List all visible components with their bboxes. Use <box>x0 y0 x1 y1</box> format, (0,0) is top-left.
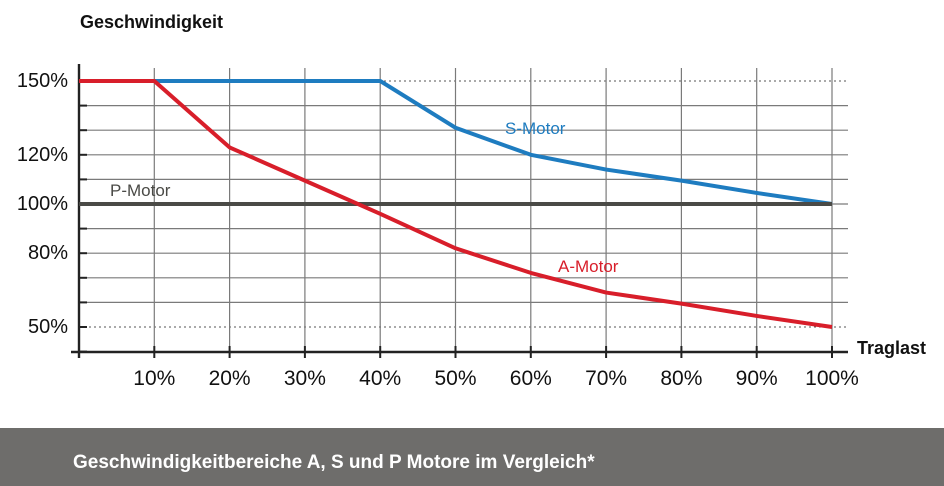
y-tick-label: 50% <box>28 316 68 338</box>
x-tick-label: 20% <box>209 367 251 390</box>
series-line-a-motor <box>79 79 833 329</box>
x-tick-label: 80% <box>660 367 702 390</box>
series-label-s-motor: S-Motor <box>505 119 566 138</box>
y-tick-label: 150% <box>17 70 68 92</box>
caption-bar: Geschwindigkeitbereiche A, S und P Motor… <box>0 428 944 486</box>
series-line-s-motor <box>79 79 833 206</box>
x-tick-label: 90% <box>736 367 778 390</box>
series-label-p-motor: P-Motor <box>110 181 171 200</box>
x-tick-label: 30% <box>284 367 326 390</box>
x-tick-label: 40% <box>359 367 401 390</box>
speed-load-chart: S-Motor P-Motor A-Motor 150% 120% 100% 80% 50% 1… <box>17 12 926 390</box>
x-axis-title: Traglast <box>857 338 926 358</box>
y-tick-label: 100% <box>17 193 68 215</box>
x-tick-label: 70% <box>585 367 627 390</box>
y-axis-title: Geschwindigkeit <box>80 12 223 32</box>
series-label-a-motor: A-Motor <box>558 257 619 276</box>
x-tick-label: 60% <box>510 367 552 390</box>
x-tick-label: 100% <box>805 367 859 390</box>
y-tick-label: 80% <box>28 242 68 264</box>
chart-canvas: S-Motor P-Motor A-Motor 150% 120% 100% 80% 50% 1… <box>17 12 926 390</box>
x-tick-label: 10% <box>133 367 175 390</box>
x-tick-label: 50% <box>434 367 476 390</box>
y-tick-label: 120% <box>17 144 68 166</box>
chart-caption: Geschwindigkeitbereiche A, S und P Motor… <box>73 452 595 473</box>
